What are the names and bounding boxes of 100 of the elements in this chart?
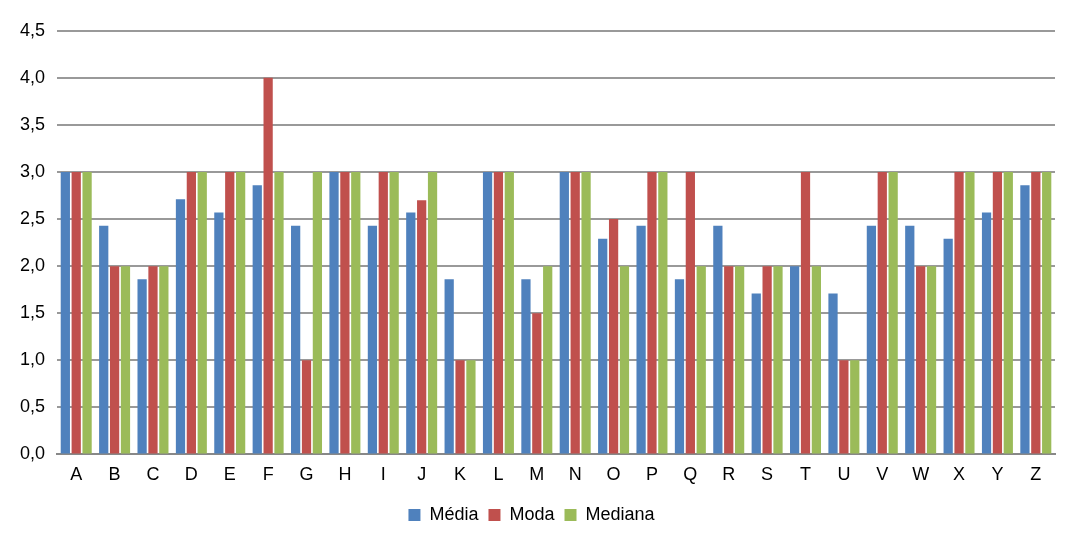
bar <box>581 172 591 454</box>
bar <box>60 172 70 454</box>
x-tick-label: L <box>493 464 504 485</box>
bar <box>301 360 312 454</box>
legend-label: Média <box>429 503 480 524</box>
bar <box>570 172 580 454</box>
bar <box>120 266 131 454</box>
bar <box>148 266 158 454</box>
x-tick-label: R <box>722 464 736 485</box>
y-tick-label: 1,0 <box>19 349 46 370</box>
bar <box>850 360 860 454</box>
y-tick-label: 0,5 <box>19 396 46 417</box>
x-tick-label: A <box>70 464 83 485</box>
bar <box>674 279 685 454</box>
bar <box>773 266 783 454</box>
bar <box>521 279 531 454</box>
bar <box>926 266 937 454</box>
bar <box>734 266 745 454</box>
x-tick-label: I <box>380 464 386 485</box>
x-tick-label: O <box>606 464 621 485</box>
bar <box>197 172 207 454</box>
bar <box>954 172 964 454</box>
bar <box>543 266 553 454</box>
x-tick-label: Y <box>991 464 1004 485</box>
bar <box>713 225 723 454</box>
bar <box>482 172 493 454</box>
bar <box>888 172 898 454</box>
bar <box>406 212 416 454</box>
bar <box>1003 172 1013 454</box>
bar <box>598 238 608 454</box>
bar <box>839 360 849 454</box>
bar <box>312 172 323 454</box>
y-tick-label: 1,5 <box>19 302 46 323</box>
bar <box>71 172 81 454</box>
y-tick-label: 0,0 <box>19 443 46 464</box>
bar <box>790 266 800 454</box>
y-tick-label: 3,0 <box>19 160 46 181</box>
bar <box>696 266 706 454</box>
x-tick-label: W <box>912 464 930 485</box>
bar <box>455 360 465 454</box>
bar <box>724 266 734 454</box>
x-tick-label: K <box>454 464 467 485</box>
x-tick-label: G <box>299 464 314 485</box>
bar <box>340 172 350 454</box>
bar <box>351 172 361 454</box>
bar <box>378 172 388 454</box>
x-tick-label: N <box>568 464 582 485</box>
bar <box>658 172 668 454</box>
bar <box>263 77 273 454</box>
bar <box>1031 172 1041 454</box>
bar <box>866 225 877 454</box>
x-tick-label: D <box>184 464 198 485</box>
bar <box>329 172 339 454</box>
bar <box>291 225 301 454</box>
bar <box>685 172 695 454</box>
bar <box>186 172 196 454</box>
bar <box>965 172 975 454</box>
bar <box>504 172 514 454</box>
bar <box>762 266 772 454</box>
bar <box>943 238 953 454</box>
x-tick-label: F <box>262 464 274 485</box>
x-tick-label: B <box>108 464 121 485</box>
bar <box>214 212 224 454</box>
x-tick-label: S <box>761 464 774 485</box>
bar <box>175 199 186 454</box>
y-tick-label: 3,5 <box>19 113 46 134</box>
x-tick-label: U <box>837 464 851 485</box>
bar <box>159 266 169 454</box>
bar <box>99 225 109 454</box>
bar <box>389 172 399 454</box>
bar <box>647 172 657 454</box>
x-tick-label: C <box>146 464 160 485</box>
bar <box>981 212 992 454</box>
bar <box>992 172 1003 454</box>
bar <box>619 266 630 454</box>
y-tick-label: 2,5 <box>19 208 46 229</box>
x-tick-label: P <box>645 464 658 485</box>
x-tick-label: Q <box>683 464 698 485</box>
bar <box>444 279 454 454</box>
legend-label: Mediana <box>585 503 656 524</box>
bar <box>532 313 542 454</box>
bar <box>608 219 619 454</box>
bar <box>877 172 887 454</box>
bar <box>1020 185 1030 454</box>
bar <box>367 225 378 454</box>
bar <box>109 266 120 454</box>
bar <box>905 225 915 454</box>
bar <box>225 172 235 454</box>
bar <box>417 200 427 454</box>
x-tick-label: T <box>800 464 812 485</box>
y-tick-label: 4,0 <box>19 66 46 87</box>
bar <box>274 172 284 454</box>
x-tick-label: V <box>876 464 889 485</box>
x-tick-label: Z <box>1030 464 1042 485</box>
legend-label: Moda <box>509 503 556 524</box>
y-tick-label: 2,0 <box>19 255 46 276</box>
bar <box>1042 172 1052 454</box>
bar <box>252 185 262 454</box>
x-tick-label: M <box>529 464 545 485</box>
bar <box>82 172 92 454</box>
